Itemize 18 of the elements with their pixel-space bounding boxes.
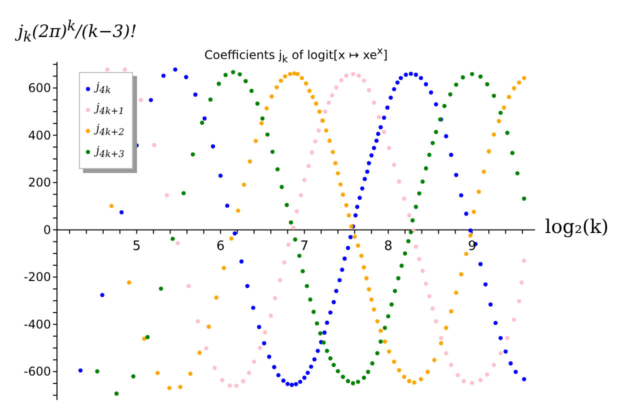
y-tick-label: -200	[24, 270, 51, 284]
legend-label: j$_{4k}$	[96, 79, 111, 98]
y-tick-label: 600	[28, 81, 51, 95]
x-tick-label: 6	[216, 238, 225, 254]
legend-label: j$_{4k+2}$	[96, 121, 124, 141]
x-tick-label: 5	[132, 238, 141, 254]
x-tick-label: 8	[384, 238, 392, 254]
y-tick-label: 200	[28, 176, 51, 190]
y-tick-label: -600	[24, 364, 51, 379]
y-tick-label: 0	[43, 222, 51, 237]
legend-label: j$_{4k+1}$	[96, 100, 124, 120]
x-tick-label: 9	[468, 238, 476, 254]
y-tick-label: -400	[24, 317, 51, 332]
y-tick-label: 400	[28, 128, 51, 142]
x-axis-title: log₂(k)	[545, 216, 609, 238]
chart-title: Coefficients j$_{k}$ of logit[x ↦ xe$^{x}$]	[204, 46, 388, 66]
x-tick-label: 7	[300, 238, 309, 254]
legend-label: j$_{4k+3}$	[96, 142, 124, 162]
